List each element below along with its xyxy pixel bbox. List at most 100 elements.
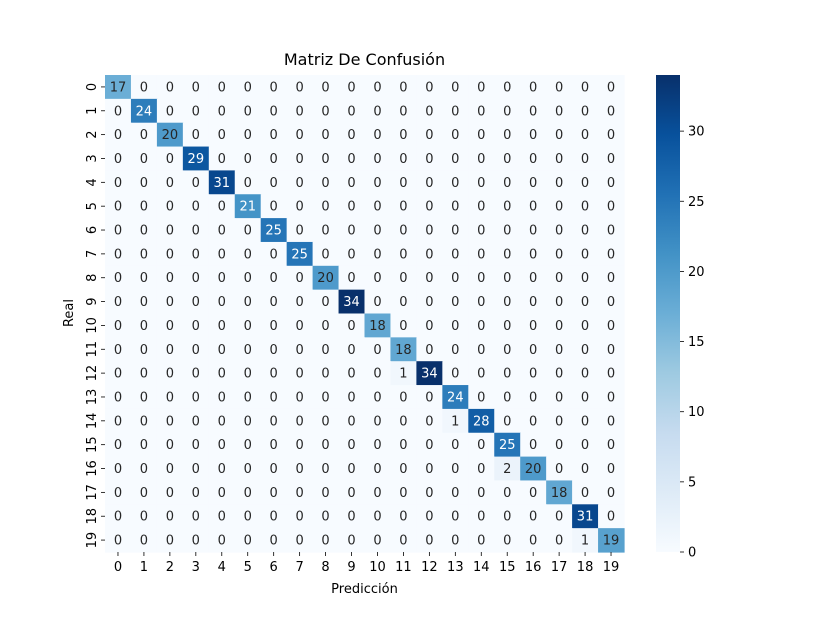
heatmap-cell (182, 408, 210, 434)
heatmap-cell (520, 480, 547, 505)
heatmap-cell (546, 146, 573, 171)
cell-value: 0 (321, 367, 329, 382)
cell-value: 0 (218, 462, 226, 477)
y-tick-label: 15 (85, 436, 100, 453)
heatmap-cell (260, 289, 288, 315)
heatmap-cell (234, 194, 262, 219)
heatmap-cell (364, 98, 392, 124)
heatmap-cell (260, 432, 288, 458)
heatmap-cell (208, 361, 236, 386)
heatmap-cell (442, 385, 469, 410)
heatmap-cell (130, 313, 158, 338)
cell-value: 0 (399, 200, 407, 215)
cell-value: 0 (555, 438, 563, 453)
cell-value: 0 (451, 462, 459, 477)
heatmap-cell (156, 528, 184, 553)
heatmap-cell (130, 504, 158, 529)
heatmap-cell (338, 480, 366, 505)
cell-value: 0 (373, 80, 381, 95)
heatmap-cell (364, 75, 392, 100)
heatmap-cell (105, 146, 132, 171)
heatmap-cell (598, 98, 625, 124)
cell-value: 0 (192, 224, 200, 239)
x-tick-label: 11 (395, 560, 412, 575)
cell-value: 0 (114, 438, 122, 453)
heatmap-cell (520, 361, 547, 386)
cell-value: 0 (399, 390, 407, 405)
heatmap-cell (130, 75, 158, 100)
heatmap-cell (468, 385, 495, 410)
heatmap-cell (105, 528, 132, 553)
cell-value: 0 (607, 462, 615, 477)
heatmap-cell (416, 122, 443, 148)
heatmap-cell (546, 432, 573, 458)
heatmap-cell (234, 337, 262, 362)
heatmap-cell (364, 170, 392, 195)
cell-value: 0 (529, 414, 537, 429)
heatmap-cell (312, 337, 340, 362)
heatmap-cell (442, 75, 469, 100)
heatmap-cell (105, 385, 132, 410)
cell-value: 0 (244, 438, 252, 453)
cell-value: 0 (192, 104, 200, 119)
cell-value: 1 (451, 414, 459, 429)
heatmap-cell (130, 337, 158, 362)
heatmap-cell (520, 408, 547, 434)
heatmap-cell (520, 98, 547, 124)
heatmap-cell (364, 385, 392, 410)
y-tick-label: 12 (85, 365, 100, 382)
cell-value: 0 (321, 224, 329, 239)
cell-value: 0 (244, 224, 252, 239)
heatmap-cell (390, 385, 417, 410)
heatmap-cell (130, 265, 158, 291)
heatmap-cell (156, 265, 184, 291)
cell-value: 0 (529, 295, 537, 310)
heatmap-cell (182, 313, 210, 338)
heatmap-cell (572, 289, 599, 315)
heatmap-cell (494, 313, 521, 338)
heatmap-cell (416, 528, 443, 553)
cell-value: 0 (270, 247, 278, 262)
heatmap-cell (442, 146, 469, 171)
heatmap-cell (338, 146, 366, 171)
cell-value: 0 (373, 390, 381, 405)
cell-value: 0 (399, 534, 407, 549)
cell-value: 0 (425, 200, 433, 215)
heatmap-cell (416, 170, 443, 195)
cell-value: 0 (425, 128, 433, 143)
heatmap-cell (520, 241, 547, 267)
heatmap-cell (208, 289, 236, 315)
heatmap-cell (312, 504, 340, 529)
cell-value: 0 (347, 462, 355, 477)
cell-value: 0 (321, 486, 329, 501)
heatmap-cell (260, 75, 288, 100)
cell-value: 34 (343, 295, 360, 310)
heatmap-cell (208, 432, 236, 458)
cell-value: 0 (192, 128, 200, 143)
heatmap-cell (390, 218, 417, 243)
heatmap-cell (494, 75, 521, 100)
cell-value: 0 (295, 367, 303, 382)
heatmap-cell (286, 313, 314, 338)
heatmap-cell (286, 504, 314, 529)
cell-value: 0 (607, 200, 615, 215)
heatmap-cell (234, 218, 262, 243)
cell-value: 0 (114, 319, 122, 334)
cell-value: 0 (192, 390, 200, 405)
cell-value: 0 (399, 224, 407, 239)
cell-value: 0 (192, 200, 200, 215)
cell-value: 0 (451, 224, 459, 239)
heatmap-cell (390, 456, 417, 482)
heatmap-cell (312, 313, 340, 338)
heatmap-cell (286, 218, 314, 243)
heatmap-cell (156, 385, 184, 410)
cell-value: 0 (555, 534, 563, 549)
cell-value: 0 (166, 247, 174, 262)
heatmap-cell (312, 528, 340, 553)
heatmap-cell (338, 241, 366, 267)
cell-value: 0 (555, 176, 563, 191)
cell-value: 0 (347, 271, 355, 286)
heatmap-cell (182, 456, 210, 482)
heatmap-cell (598, 241, 625, 267)
